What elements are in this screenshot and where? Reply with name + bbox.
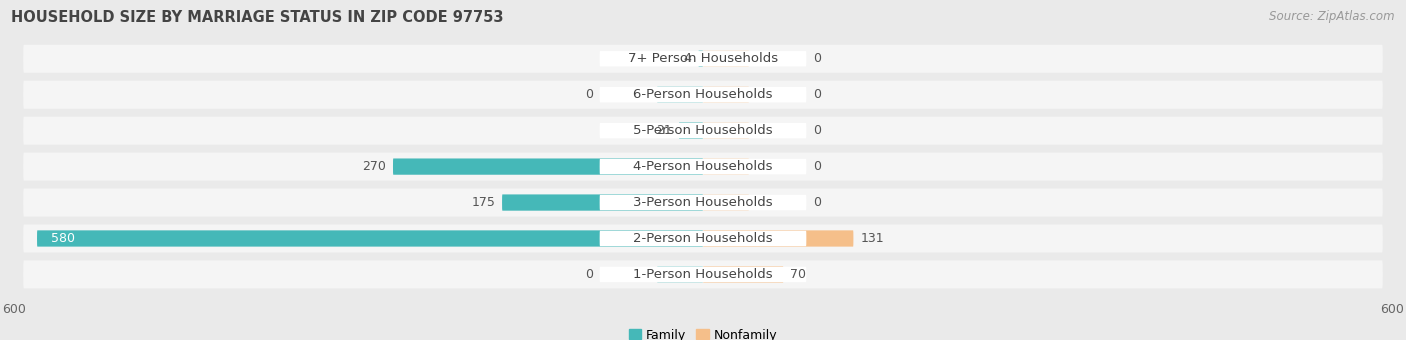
Text: 0: 0	[813, 52, 821, 65]
Text: 21: 21	[657, 124, 672, 137]
FancyBboxPatch shape	[679, 122, 703, 139]
FancyBboxPatch shape	[699, 51, 703, 67]
FancyBboxPatch shape	[24, 153, 1382, 181]
Text: 3-Person Households: 3-Person Households	[633, 196, 773, 209]
Text: 0: 0	[813, 124, 821, 137]
FancyBboxPatch shape	[703, 87, 749, 103]
FancyBboxPatch shape	[703, 194, 749, 211]
Text: 175: 175	[471, 196, 495, 209]
Legend: Family, Nonfamily: Family, Nonfamily	[628, 328, 778, 340]
FancyBboxPatch shape	[703, 158, 749, 175]
Text: 4: 4	[683, 52, 692, 65]
Text: 131: 131	[860, 232, 884, 245]
FancyBboxPatch shape	[599, 51, 807, 67]
FancyBboxPatch shape	[24, 188, 1382, 217]
FancyBboxPatch shape	[599, 87, 807, 102]
Text: 270: 270	[363, 160, 387, 173]
FancyBboxPatch shape	[24, 81, 1382, 109]
Text: 5-Person Households: 5-Person Households	[633, 124, 773, 137]
FancyBboxPatch shape	[24, 224, 1382, 253]
Text: 0: 0	[813, 88, 821, 101]
Text: 2-Person Households: 2-Person Households	[633, 232, 773, 245]
Text: 580: 580	[51, 232, 75, 245]
FancyBboxPatch shape	[24, 260, 1382, 288]
FancyBboxPatch shape	[599, 267, 807, 282]
FancyBboxPatch shape	[599, 195, 807, 210]
Text: Source: ZipAtlas.com: Source: ZipAtlas.com	[1270, 10, 1395, 23]
FancyBboxPatch shape	[599, 231, 807, 246]
Text: 7+ Person Households: 7+ Person Households	[628, 52, 778, 65]
FancyBboxPatch shape	[24, 45, 1382, 73]
FancyBboxPatch shape	[703, 51, 749, 67]
FancyBboxPatch shape	[657, 87, 703, 103]
FancyBboxPatch shape	[703, 231, 853, 246]
FancyBboxPatch shape	[599, 123, 807, 138]
Text: 4-Person Households: 4-Person Households	[633, 160, 773, 173]
Text: 6-Person Households: 6-Person Households	[633, 88, 773, 101]
FancyBboxPatch shape	[657, 266, 703, 283]
Text: 1-Person Households: 1-Person Households	[633, 268, 773, 281]
Text: 0: 0	[585, 268, 593, 281]
FancyBboxPatch shape	[37, 231, 703, 246]
FancyBboxPatch shape	[392, 158, 703, 175]
FancyBboxPatch shape	[599, 159, 807, 174]
Text: 70: 70	[790, 268, 806, 281]
Text: 0: 0	[813, 196, 821, 209]
Text: 0: 0	[585, 88, 593, 101]
FancyBboxPatch shape	[703, 122, 749, 139]
Text: 0: 0	[813, 160, 821, 173]
FancyBboxPatch shape	[24, 117, 1382, 145]
Text: HOUSEHOLD SIZE BY MARRIAGE STATUS IN ZIP CODE 97753: HOUSEHOLD SIZE BY MARRIAGE STATUS IN ZIP…	[11, 10, 503, 25]
FancyBboxPatch shape	[502, 194, 703, 211]
FancyBboxPatch shape	[703, 266, 783, 283]
